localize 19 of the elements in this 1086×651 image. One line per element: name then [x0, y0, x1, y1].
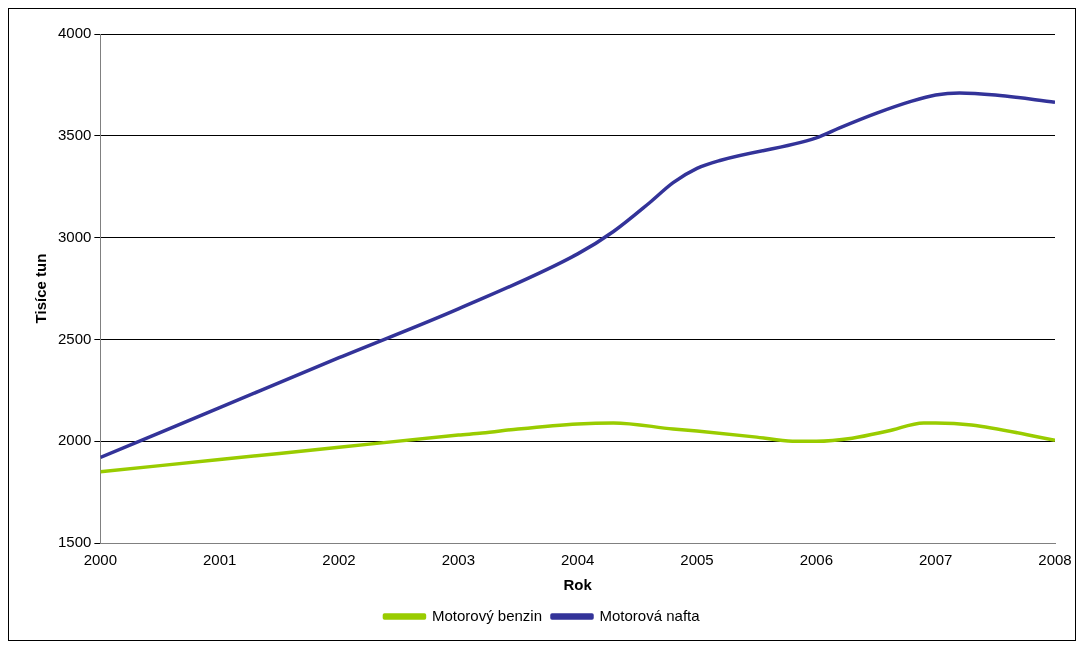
y-tick-label: 3000 — [57, 227, 92, 245]
x-tick-label: 2004 — [561, 551, 595, 569]
y-tick-label: 2500 — [57, 329, 92, 347]
y-axis-title: Tisíce tun — [32, 253, 50, 324]
y-tick-label: 3500 — [57, 125, 92, 143]
x-tick-label: 2005 — [680, 551, 714, 569]
x-tick-label: 2001 — [203, 551, 237, 569]
y-tick-label: 2000 — [57, 431, 92, 449]
x-tick-label: 2006 — [799, 551, 834, 569]
x-axis-title: Rok — [563, 576, 593, 594]
x-tick-label: 2007 — [918, 551, 953, 569]
legend-label: Motorový benzin — [431, 606, 543, 624]
x-tick-label: 2008 — [1038, 551, 1072, 569]
x-tick-label: 2000 — [83, 551, 118, 569]
x-tick-label: 2003 — [441, 551, 476, 569]
x-tick-label: 2002 — [322, 551, 356, 569]
y-tick-label: 4000 — [57, 24, 92, 42]
y-tick-label: 1500 — [57, 533, 92, 551]
legend-label: Motorová nafta — [599, 606, 701, 624]
